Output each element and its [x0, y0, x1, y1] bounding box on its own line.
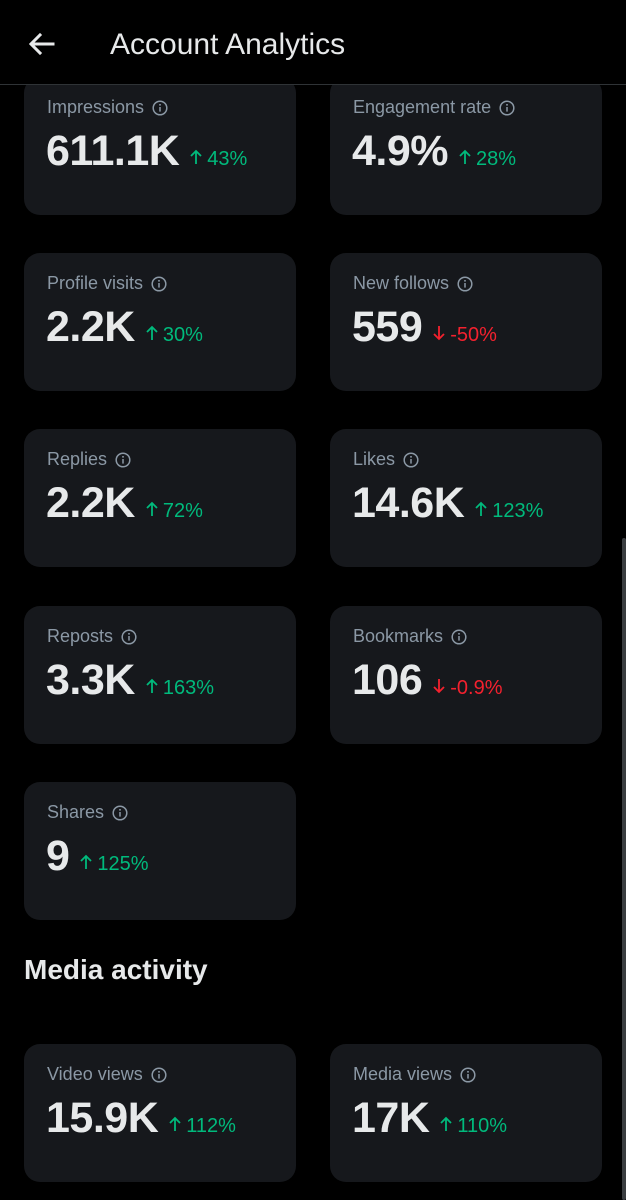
info-icon[interactable]: [121, 628, 137, 645]
metric-value: 559: [352, 303, 423, 351]
metric-change: -50%: [432, 324, 497, 347]
arrow-down-icon: [433, 679, 445, 694]
metric-card-shares[interactable]: Shares 9 125%: [24, 782, 296, 920]
metric-change: 30%: [145, 324, 203, 347]
metric-label: Reposts: [47, 626, 114, 646]
metric-change-value: 163%: [162, 677, 214, 699]
info-icon[interactable]: [152, 99, 168, 116]
metric-change: 123%: [474, 500, 543, 523]
metric-card-bookmarks[interactable]: Bookmarks 106 -0.9%: [330, 606, 602, 744]
metric-change: 72%: [145, 500, 203, 523]
metric-value: 14.6K: [352, 479, 465, 527]
metric-change-value: -0.9%: [450, 677, 503, 699]
page-title: Account Analytics: [110, 28, 346, 61]
metric-change: 110%: [439, 1115, 507, 1138]
metric-value: 3.3K: [46, 656, 135, 704]
info-icon[interactable]: [451, 628, 467, 645]
arrow-up-icon: [169, 1116, 181, 1131]
arrow-down-icon: [433, 326, 445, 341]
metric-value: 2.2K: [46, 303, 135, 351]
metric-change-value: 112%: [186, 1115, 236, 1137]
arrow-left-icon: [29, 33, 55, 55]
metric-label: Shares: [47, 802, 105, 822]
metric-value: 4.9%: [352, 127, 449, 175]
metric-value: 106: [352, 656, 423, 704]
metric-change: 163%: [145, 677, 214, 700]
top-app-bar: Account Analytics: [0, 0, 626, 85]
arrow-up-icon: [80, 854, 93, 869]
metric-change-value: 30%: [162, 324, 203, 346]
metric-change-value: 43%: [207, 148, 248, 170]
metric-label: Bookmarks: [353, 626, 444, 646]
metric-change-value: 110%: [457, 1115, 508, 1137]
info-icon[interactable]: [151, 1066, 167, 1083]
metric-card-video-views[interactable]: Video views 15.9K 112%: [24, 1044, 296, 1182]
info-icon[interactable]: [112, 804, 128, 821]
metric-value: 15.9K: [46, 1094, 159, 1142]
metric-card-replies[interactable]: Replies 2.2K 72%: [24, 429, 296, 567]
info-icon[interactable]: [115, 451, 131, 468]
metric-value: 9: [46, 832, 70, 880]
section-title-media-activity: Media activity: [24, 954, 208, 985]
metric-card-new-follows[interactable]: New follows 559 -50%: [330, 253, 602, 391]
metric-label: Engagement rate: [353, 97, 492, 117]
info-icon[interactable]: [151, 275, 167, 292]
metric-label: Likes: [353, 449, 396, 469]
metric-change-value: 28%: [476, 148, 517, 170]
metric-value: 2.2K: [46, 479, 135, 527]
metric-change-value: -50%: [450, 324, 497, 346]
metric-change-value: 123%: [492, 500, 544, 522]
info-icon[interactable]: [457, 275, 473, 292]
metric-change: 28%: [458, 148, 516, 171]
arrow-up-icon: [146, 325, 158, 340]
metric-value: 611.1K: [46, 127, 180, 175]
metric-change-value: 125%: [97, 853, 149, 875]
arrow-up-icon: [440, 1116, 453, 1131]
arrow-up-icon: [146, 678, 158, 693]
metric-card-profile-visits[interactable]: Profile visits 2.2K 30%: [24, 253, 296, 391]
metric-card-engagement-rate[interactable]: Engagement rate 4.9% 28%: [330, 77, 602, 215]
info-icon[interactable]: [403, 451, 419, 468]
back-button[interactable]: [22, 26, 62, 62]
metric-change: 125%: [79, 853, 149, 876]
info-icon[interactable]: [499, 99, 515, 116]
metric-card-likes[interactable]: Likes 14.6K 123%: [330, 429, 602, 567]
metric-card-media-views[interactable]: Media views 17K 110%: [330, 1044, 602, 1182]
metric-card-impressions[interactable]: Impressions 611.1K 43%: [24, 77, 296, 215]
metric-change-value: 72%: [162, 500, 203, 522]
arrow-up-icon: [475, 501, 487, 516]
metric-label: Media views: [353, 1064, 453, 1084]
info-icon[interactable]: [460, 1066, 476, 1083]
arrow-up-icon: [190, 149, 202, 164]
metric-label: Video views: [47, 1064, 143, 1084]
metric-value: 17K: [352, 1094, 430, 1142]
metric-change: -0.9%: [432, 677, 503, 700]
metric-change: 112%: [168, 1115, 236, 1138]
metric-label: Impressions: [47, 97, 145, 117]
arrow-up-icon: [146, 501, 158, 516]
metric-label: New follows: [353, 273, 450, 293]
scrollbar[interactable]: [622, 538, 626, 1200]
metric-label: Replies: [47, 449, 108, 469]
metric-change: 43%: [189, 148, 247, 171]
metric-card-reposts[interactable]: Reposts 3.3K 163%: [24, 606, 296, 744]
metric-label: Profile visits: [47, 273, 144, 293]
arrow-up-icon: [459, 149, 471, 164]
